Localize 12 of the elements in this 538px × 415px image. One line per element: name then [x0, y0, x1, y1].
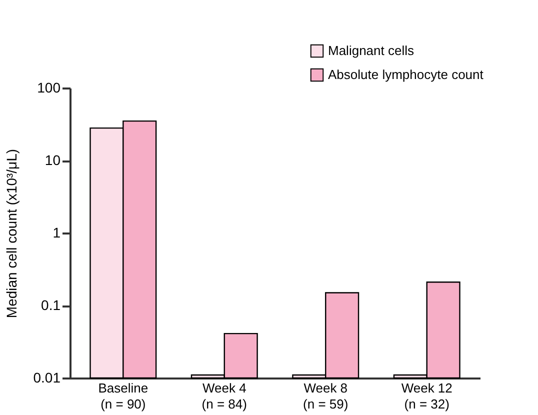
x-tick-label: Week 8 (n = 59) [303, 380, 348, 412]
legend-label: Absolute lymphocyte count [328, 67, 484, 82]
y-tick-label: 1 [52, 224, 61, 240]
x-tick-label: Week 4 (n = 84) [202, 380, 247, 412]
y-tick-label: 100 [37, 80, 61, 96]
legend-label: Malignant cells [328, 43, 414, 58]
x-tick-label: Baseline (n = 90) [98, 380, 148, 412]
y-axis-title: Median cell count (x10³/μL) [3, 148, 20, 318]
y-tick-label: 0.01 [33, 370, 61, 386]
x-tick-label: Week 12 (n = 32) [401, 380, 452, 412]
y-tick-label: 0.1 [41, 297, 61, 313]
y-tick-label: 10 [44, 152, 61, 168]
